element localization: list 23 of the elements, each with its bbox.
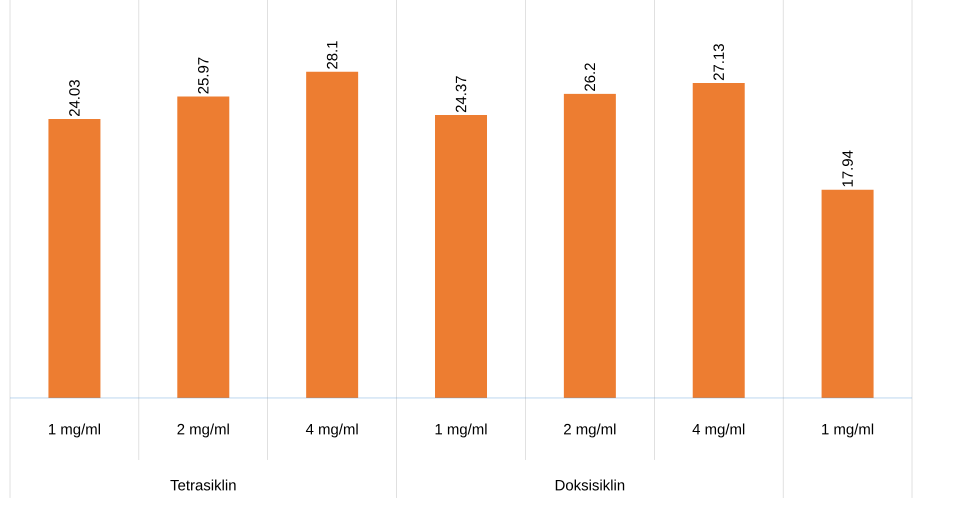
x-tick-label: 1 mg/ml: [436, 424, 487, 438]
bar: [177, 96, 230, 398]
x-tick-label: 4 mg/ml: [692, 424, 744, 438]
bar: [564, 94, 616, 398]
data-label: 27.13: [713, 44, 724, 80]
x-tick-label: 2 mg/ml: [177, 424, 229, 438]
x-tick-label: 1 mg/ml: [49, 424, 100, 438]
bar: [306, 72, 358, 398]
data-label: 26.2: [584, 63, 596, 91]
data-label: 24.03: [69, 80, 80, 116]
data-label: 17.94: [842, 150, 853, 186]
data-label: 25.97: [198, 58, 209, 94]
x-tick-label: 4 mg/ml: [306, 424, 358, 438]
text: Doksisiklin: [556, 480, 624, 490]
x-tick-label: 2 mg/ml: [564, 424, 616, 438]
x-tick-label: 1 mg/ml: [822, 424, 874, 438]
data-label: 24.37: [456, 76, 466, 112]
text: Tetrasiklin: [170, 480, 236, 490]
bar: [435, 115, 488, 398]
data-label: 28.1: [326, 41, 338, 69]
bar: [822, 190, 874, 398]
bar: [48, 119, 100, 398]
bar: [692, 83, 745, 398]
